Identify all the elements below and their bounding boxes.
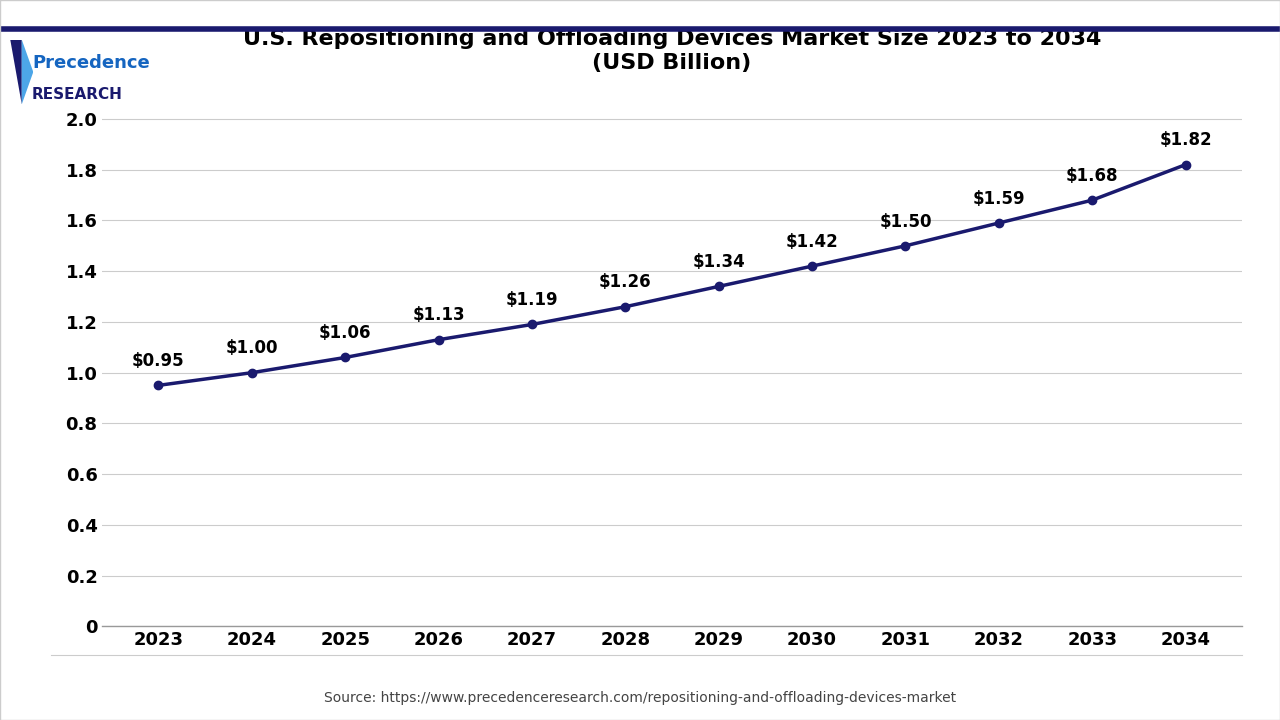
Title: U.S. Repositioning and Offloading Devices Market Size 2023 to 2034
(USD Billion): U.S. Repositioning and Offloading Device…	[243, 30, 1101, 73]
Polygon shape	[10, 40, 22, 104]
Text: $1.50: $1.50	[879, 212, 932, 230]
Text: $1.06: $1.06	[319, 324, 371, 342]
Text: $1.68: $1.68	[1066, 167, 1119, 185]
Text: $1.00: $1.00	[225, 339, 278, 357]
Text: RESEARCH: RESEARCH	[32, 87, 123, 102]
Text: $1.13: $1.13	[412, 307, 465, 325]
Text: Source: https://www.precedenceresearch.com/repositioning-and-offloading-devices-: Source: https://www.precedenceresearch.c…	[324, 691, 956, 706]
Text: $1.26: $1.26	[599, 274, 652, 292]
Text: $0.95: $0.95	[132, 352, 184, 370]
Text: Precedence: Precedence	[32, 55, 150, 73]
Polygon shape	[22, 40, 33, 104]
Text: $1.82: $1.82	[1160, 132, 1212, 150]
Text: $1.42: $1.42	[786, 233, 838, 251]
Text: $1.19: $1.19	[506, 292, 558, 310]
Text: $1.34: $1.34	[692, 253, 745, 271]
Text: $1.59: $1.59	[973, 190, 1025, 208]
